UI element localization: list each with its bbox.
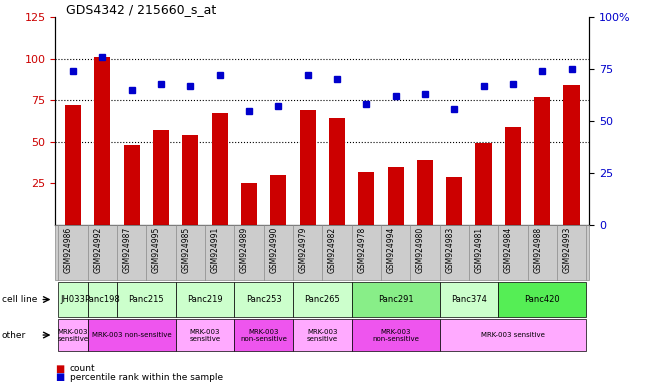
- Text: GSM924990: GSM924990: [270, 227, 278, 273]
- Bar: [241, 183, 257, 225]
- Text: GSM924985: GSM924985: [181, 227, 190, 273]
- Bar: [446, 177, 462, 225]
- Bar: [153, 130, 169, 225]
- Text: Panc291: Panc291: [378, 295, 413, 304]
- Bar: [299, 110, 316, 225]
- Text: GSM924981: GSM924981: [475, 227, 484, 273]
- Text: GSM924983: GSM924983: [445, 227, 454, 273]
- Text: MRK-003
non-sensitive: MRK-003 non-sensitive: [372, 329, 419, 341]
- Text: GSM924982: GSM924982: [328, 227, 337, 273]
- Bar: [270, 175, 286, 225]
- Text: GSM924988: GSM924988: [533, 227, 542, 273]
- Bar: [65, 105, 81, 225]
- Text: GSM924991: GSM924991: [210, 227, 219, 273]
- Text: GSM924978: GSM924978: [357, 227, 367, 273]
- Bar: [182, 135, 199, 225]
- Text: Panc374: Panc374: [451, 295, 487, 304]
- Text: GSM924993: GSM924993: [562, 227, 572, 273]
- Text: MRK-003 non-sensitive: MRK-003 non-sensitive: [92, 332, 171, 338]
- Text: MRK-003
sensitive: MRK-003 sensitive: [57, 329, 89, 341]
- Text: GSM924980: GSM924980: [416, 227, 425, 273]
- Text: Panc219: Panc219: [187, 295, 223, 304]
- Text: other: other: [2, 331, 26, 339]
- Bar: [124, 145, 140, 225]
- Text: GSM924986: GSM924986: [64, 227, 73, 273]
- Text: Panc215: Panc215: [128, 295, 164, 304]
- Text: JH033: JH033: [61, 295, 85, 304]
- Text: count: count: [70, 364, 95, 373]
- Text: percentile rank within the sample: percentile rank within the sample: [70, 372, 223, 382]
- Text: MRK-003
sensitive: MRK-003 sensitive: [189, 329, 221, 341]
- Bar: [94, 57, 110, 225]
- Bar: [534, 97, 550, 225]
- Text: GSM924984: GSM924984: [504, 227, 513, 273]
- Text: GSM924992: GSM924992: [93, 227, 102, 273]
- Text: ■: ■: [55, 372, 64, 382]
- Text: GDS4342 / 215660_s_at: GDS4342 / 215660_s_at: [66, 3, 216, 16]
- Text: MRK-003 sensitive: MRK-003 sensitive: [481, 332, 545, 338]
- Text: GSM924979: GSM924979: [299, 227, 307, 273]
- Bar: [358, 172, 374, 225]
- Bar: [417, 160, 433, 225]
- Text: Panc420: Panc420: [525, 295, 560, 304]
- Text: Panc253: Panc253: [245, 295, 281, 304]
- Bar: [329, 119, 345, 225]
- Text: GSM924994: GSM924994: [387, 227, 396, 273]
- Text: GSM924989: GSM924989: [240, 227, 249, 273]
- Text: Panc198: Panc198: [85, 295, 120, 304]
- Bar: [212, 114, 228, 225]
- Text: GSM924995: GSM924995: [152, 227, 161, 273]
- Text: MRK-003
non-sensitive: MRK-003 non-sensitive: [240, 329, 287, 341]
- Bar: [475, 143, 492, 225]
- Text: MRK-003
sensitive: MRK-003 sensitive: [307, 329, 338, 341]
- Text: Panc265: Panc265: [305, 295, 340, 304]
- Bar: [387, 167, 404, 225]
- Text: ■: ■: [55, 364, 64, 374]
- Bar: [505, 127, 521, 225]
- Text: cell line: cell line: [2, 295, 37, 304]
- Bar: [564, 85, 579, 225]
- Text: GSM924987: GSM924987: [122, 227, 132, 273]
